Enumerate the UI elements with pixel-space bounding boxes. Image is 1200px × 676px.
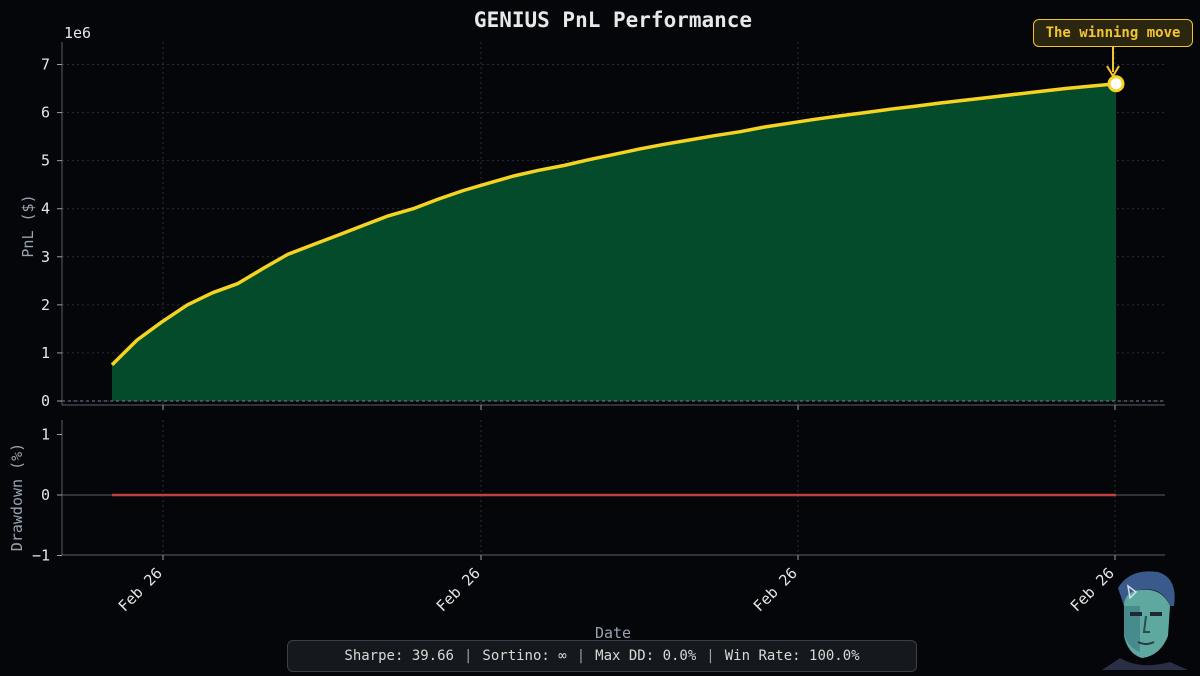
stats-bar: Sharpe: 39.66 | Sortino: ∞ | Max DD: 0.0% | Wi…	[287, 640, 917, 672]
sharpe-stat: Sharpe: 39.66	[344, 648, 454, 664]
y-tick-label: −1	[32, 547, 50, 565]
max-drawdown-stat: Max DD: 0.0%	[595, 648, 697, 664]
x-tick-label: Feb 26	[433, 564, 484, 615]
winning-move-annotation: The winning move	[1033, 19, 1193, 47]
pnl-area	[112, 83, 1116, 401]
y-tick-label: 1	[41, 426, 50, 444]
win-rate-stat: Win Rate: 100.0%	[724, 648, 860, 664]
winning-move-marker	[1107, 75, 1125, 93]
drawdown-panel: 10−1 Feb 26 Feb 26 Feb 26 Feb 26 Drawdown (…	[8, 405, 1165, 642]
sortino-stat: Sortino: ∞	[482, 648, 567, 664]
pnl-panel: 0 1 2 3 4 5 6 7 1e6 PnL ($)	[19, 24, 1165, 410]
y-tick-label: 5	[41, 152, 50, 170]
robot-face-icon	[1102, 571, 1188, 670]
x-axis-label: Date	[595, 624, 631, 642]
annotation-arrowhead	[1106, 65, 1120, 78]
y-tick-label: 0	[41, 392, 50, 410]
chart-title: GENIUS PnL Performance	[474, 8, 752, 32]
pnl-y-ticks: 0 1 2 3 4 5 6 7	[41, 56, 62, 410]
y-tick-label: 3	[41, 248, 50, 266]
stats-separator: |	[706, 648, 715, 664]
y-tick-label: 0	[41, 486, 50, 504]
stats-separator: |	[576, 648, 586, 664]
y-tick-label: 4	[41, 200, 50, 218]
pnl-y-axis-label: PnL ($)	[19, 194, 37, 257]
pnl-line	[110, 81, 1117, 367]
date-x-ticks: Feb 26 Feb 26 Feb 26 Feb 26	[115, 405, 1118, 615]
y-tick-label: 2	[41, 296, 50, 314]
y-tick-label: 7	[41, 56, 50, 74]
y-tick-label: 1	[41, 344, 50, 362]
y-tick-label: 6	[41, 104, 50, 122]
drawdown-grid	[162, 420, 1116, 555]
drawdown-y-axis-label: Drawdown (%)	[8, 443, 26, 551]
drawdown-y-ticks: 1 0 −1	[32, 426, 62, 565]
x-tick-label: Feb 26	[115, 564, 166, 615]
x-tick-label: Feb 26	[750, 564, 801, 615]
y-scale-label: 1e6	[64, 24, 91, 42]
stats-separator: |	[463, 648, 473, 664]
